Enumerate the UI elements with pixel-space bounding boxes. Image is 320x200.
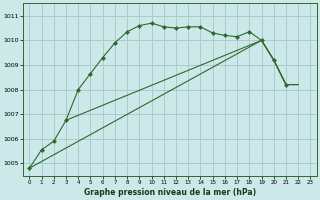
X-axis label: Graphe pression niveau de la mer (hPa): Graphe pression niveau de la mer (hPa) — [84, 188, 256, 197]
